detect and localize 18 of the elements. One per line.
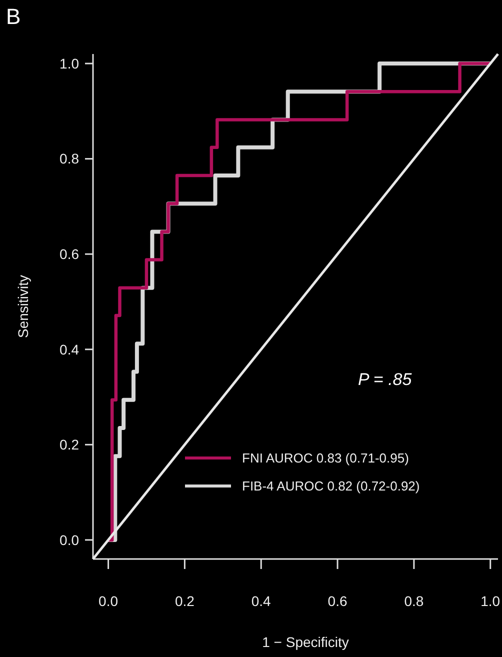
y-tick-label: 1.0: [60, 55, 80, 72]
y-tick-label: 0.8: [60, 150, 80, 167]
y-tick-label: 0.0: [60, 532, 80, 548]
y-axis-title: Sensitivity: [15, 274, 31, 338]
y-tick-label: 0.6: [60, 246, 80, 262]
y-tick-label: 0.4: [60, 341, 80, 358]
legend-label: FIB-4 AUROC 0.82 (0.72-0.92): [242, 478, 420, 494]
legend-label: FNI AUROC 0.83 (0.71-0.95): [242, 450, 409, 466]
x-tick-label: 0.2: [174, 593, 195, 609]
x-tick-label: 0.4: [251, 593, 272, 609]
x-tick-label: 0.0: [98, 593, 118, 609]
x-tick-label: 1.0: [480, 593, 500, 609]
y-tick-label: 0.2: [60, 436, 80, 453]
x-axis-title: 1 − Specificity: [262, 634, 349, 650]
annotation: P = .85: [358, 370, 412, 389]
x-tick-label: 0.6: [328, 593, 348, 609]
x-tick-label: 0.8: [404, 593, 424, 609]
chart-title: B: [6, 4, 21, 29]
